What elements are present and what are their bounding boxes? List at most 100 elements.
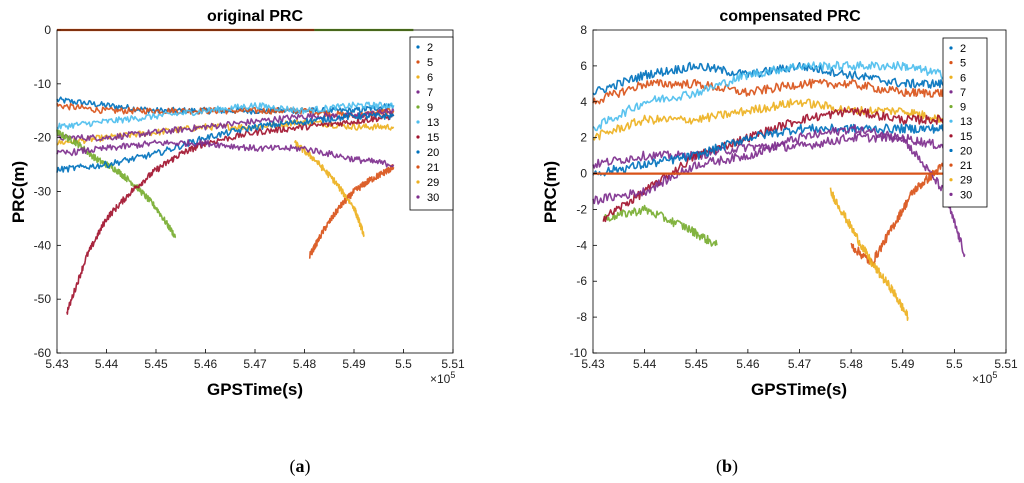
y-tick-label: -4: [576, 238, 587, 252]
x-tick-label: 5.46: [736, 357, 760, 371]
legend-marker-7: [949, 90, 953, 94]
x-tick-label: 5.48: [839, 357, 863, 371]
legend-marker-6: [416, 75, 420, 79]
y-tick-label: 0: [44, 23, 51, 37]
series-2: [56, 96, 395, 115]
legend-marker-29: [949, 178, 953, 182]
legend-marker-20: [416, 150, 420, 154]
legend-marker-15: [949, 134, 953, 138]
legend-label-30: 30: [960, 189, 972, 201]
legend-label-6: 6: [960, 72, 966, 84]
y-tick-label: -6: [576, 274, 587, 288]
series-30: [56, 139, 395, 168]
y-tick-label: -8: [576, 310, 587, 324]
legend-marker-9: [949, 104, 953, 109]
x-tick-label: 5.43: [45, 357, 69, 371]
series-20: [56, 112, 395, 173]
y-tick-label: 0: [580, 167, 587, 181]
legend-label-5: 5: [427, 57, 433, 69]
y-tick-label: 8: [580, 23, 587, 37]
series-6: [592, 98, 945, 141]
legend-label-6: 6: [427, 72, 433, 84]
chart-original-prc: original PRC 5.43 5.44 5.45 5.46 5.47 5.48 5.4…: [9, 8, 465, 399]
x-exponent-label: ×105: [972, 370, 997, 386]
legend-marker-5: [416, 60, 420, 64]
x-tick-label: 5.47: [243, 357, 267, 371]
x-tick-label: 5.49: [342, 357, 366, 371]
legend-label-9: 9: [960, 102, 966, 114]
x-tick-label: 5.5: [946, 357, 963, 371]
chart-compensated-prc: compensated PRC 5.43 5.44 5.45 5.46 5.47 5.48…: [541, 8, 1018, 399]
legend: 2 5 6 7 9 13 15 20 21 29 30: [409, 36, 454, 211]
legend-marker-13: [416, 120, 420, 124]
legend-label-30: 30: [427, 192, 439, 204]
y-tick-label: -60: [34, 346, 52, 360]
x-tick-label: 5.47: [788, 357, 812, 371]
plot-area: [592, 60, 966, 322]
legend-label-13: 13: [960, 116, 972, 128]
series-13: [56, 101, 395, 130]
legend-marker-30: [416, 195, 420, 199]
x-tick-label: 5.49: [891, 357, 915, 371]
legend-label-9: 9: [427, 102, 433, 114]
y-axis-label: PRC(m): [541, 161, 560, 223]
y-axis-label: PRC(m): [9, 161, 28, 223]
legend-label-20: 20: [427, 147, 439, 159]
legend-marker-9: [416, 105, 420, 109]
legend-label-5: 5: [960, 58, 966, 70]
axes-box: [56, 29, 454, 354]
x-tick-label: 5.5: [395, 357, 412, 371]
x-tick-label: 5.51: [994, 357, 1018, 371]
x-tick-label: 5.48: [293, 357, 317, 371]
axis-ticks: 5.43 5.44 5.45 5.46 5.47 5.48 5.49 5.5 5.51 -10 -8…: [570, 23, 1018, 371]
y-tick-label: -40: [34, 238, 52, 252]
series-13: [592, 60, 945, 132]
y-tick-label: 2: [580, 131, 587, 145]
legend-marker-30: [949, 192, 953, 196]
x-tick-label: 5.44: [95, 357, 119, 371]
y-tick-label: -30: [34, 185, 52, 199]
x-tick-label: 5.46: [194, 357, 218, 371]
x-axis-label: GPSTime(s): [751, 380, 847, 399]
legend-marker-5: [949, 61, 953, 65]
series-9: [602, 204, 718, 247]
x-exponent-label: ×105: [430, 370, 455, 386]
legend-label-29: 29: [427, 177, 439, 189]
x-axis-label: GPSTime(s): [207, 380, 303, 399]
legend-label-7: 7: [960, 87, 966, 99]
legend-label-15: 15: [427, 132, 439, 144]
x-tick-label: 5.44: [633, 357, 657, 371]
legend-label-13: 13: [427, 117, 439, 129]
series-29: [829, 187, 909, 322]
y-tick-label: 4: [580, 95, 587, 109]
legend-marker-13: [949, 119, 953, 123]
caption-b: (b): [716, 456, 738, 477]
y-tick-label: -10: [570, 346, 588, 360]
series-21: [308, 164, 395, 259]
plot-area: [56, 28, 414, 315]
legend-marker-15: [416, 135, 420, 139]
y-tick-label: -50: [34, 292, 52, 306]
legend-label-15: 15: [960, 131, 972, 143]
legend-marker-21: [949, 163, 953, 167]
series-5: [592, 78, 945, 105]
legend-label-7: 7: [427, 87, 433, 99]
series-9: [56, 129, 177, 239]
legend-label-2: 2: [960, 43, 966, 55]
legend-marker-29: [416, 180, 420, 184]
axis-ticks: 5.43 5.44 5.45 5.46 5.47 5.48 5.49 5.5 5.51 -60 -5…: [34, 23, 465, 371]
x-tick-label: 5.43: [581, 357, 605, 371]
series-30: [592, 124, 966, 258]
series-7: [56, 107, 395, 142]
y-tick-label: -2: [576, 202, 587, 216]
x-tick-label: 5.45: [685, 357, 709, 371]
series-15: [602, 107, 945, 223]
legend-marker-7: [416, 90, 420, 94]
legend-label-21: 21: [960, 160, 972, 172]
legend-marker-20: [949, 148, 953, 153]
y-tick-label: -20: [34, 131, 52, 145]
legend: 2 5 6 7 9 13 15 20 21 29 30: [942, 37, 988, 208]
series-20: [592, 123, 945, 177]
legend-marker-2: [416, 45, 420, 49]
legend-marker-6: [949, 75, 953, 79]
